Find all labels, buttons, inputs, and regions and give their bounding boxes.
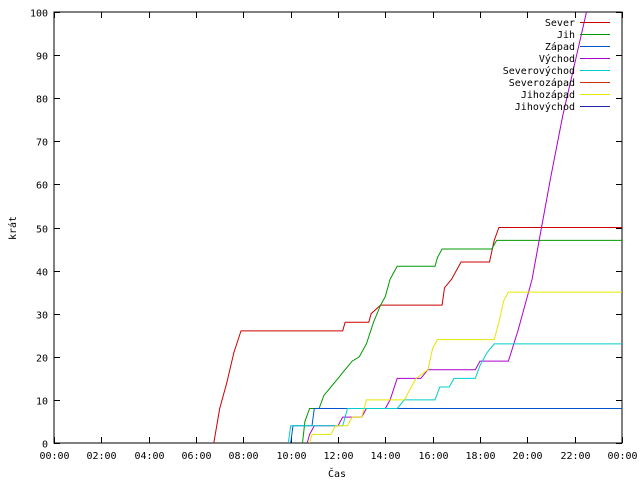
y-tick-label: 70 xyxy=(36,138,48,149)
legend-label-vychod: Východ xyxy=(539,53,575,65)
x-tick-label: 10:00 xyxy=(276,451,306,462)
legend: SeverJihZápadVýchodSeverovýchodSeverozáp… xyxy=(503,18,610,113)
y-tick-label: 80 xyxy=(36,95,48,106)
x-tick-label: 04:00 xyxy=(134,451,164,462)
x-tick-label: 00:00 xyxy=(39,451,69,462)
legend-label-sever: Sever xyxy=(545,18,575,29)
x-tick-label: 16:00 xyxy=(418,451,448,462)
x-tick-label: 08:00 xyxy=(228,451,258,462)
x-tick-label: 14:00 xyxy=(370,451,400,462)
x-tick-label: 18:00 xyxy=(465,451,495,462)
y-tick-label: 40 xyxy=(36,268,48,279)
x-tick-label: 12:00 xyxy=(323,451,353,462)
y-tick-label: 30 xyxy=(36,311,48,322)
legend-label-jihozapad: Jihozápad xyxy=(521,89,575,101)
y-tick-label: 50 xyxy=(36,225,48,236)
legend-label-severozapad: Severozápad xyxy=(509,77,575,89)
series-line-jih xyxy=(302,239,622,443)
legend-label-jihovychod: Jihovýchod xyxy=(515,101,575,113)
y-tick-label: 90 xyxy=(36,52,48,63)
x-tick-label: 02:00 xyxy=(86,451,116,462)
x-tick-label: 22:00 xyxy=(560,451,590,462)
y-axis-label: krát xyxy=(7,216,19,240)
y-tick-label: 20 xyxy=(36,354,48,365)
legend-label-jih: Jih xyxy=(557,30,575,41)
x-axis-label: Čas xyxy=(328,467,346,480)
y-tick-label: 0 xyxy=(42,440,48,451)
y-tick-label: 10 xyxy=(36,397,48,408)
x-tick-label: 00:00 xyxy=(607,451,637,462)
y-tick-label: 60 xyxy=(36,181,48,192)
y-axis: 0 10 20 30 40 50 60 70 80 90 100 xyxy=(30,9,622,451)
series-line-jihozapad xyxy=(309,291,622,443)
series-layer xyxy=(213,12,622,443)
x-tick-label: 06:00 xyxy=(181,451,211,462)
series-line-vychod xyxy=(306,12,587,443)
legend-label-severovychod: Severovýchod xyxy=(503,65,575,77)
x-tick-label: 20:00 xyxy=(512,451,542,462)
y-tick-label: 100 xyxy=(30,9,48,20)
legend-label-zapad: Západ xyxy=(545,41,575,53)
x-axis: 00:00 02:00 04:00 06:00 08:00 10:00 12:00 14:00… xyxy=(39,12,638,462)
series-line-severovychod xyxy=(287,343,622,443)
